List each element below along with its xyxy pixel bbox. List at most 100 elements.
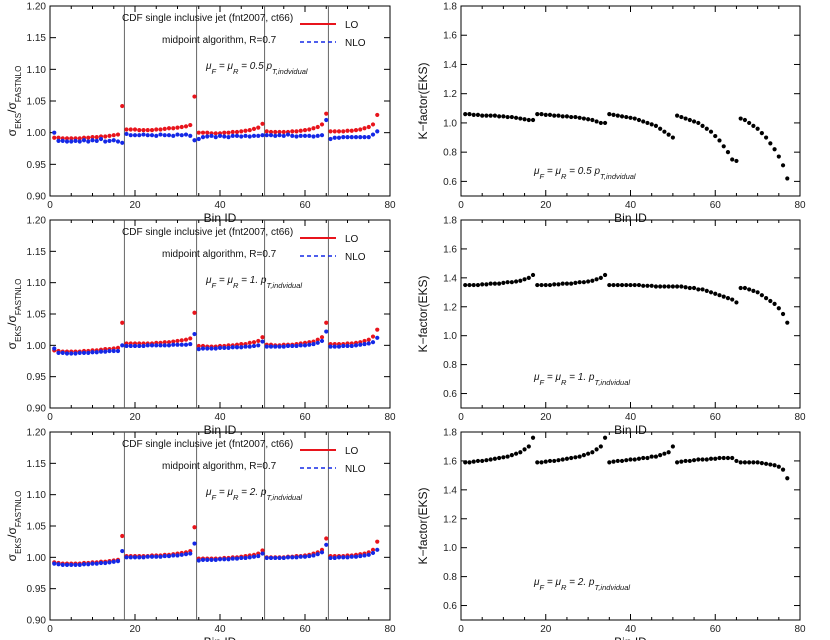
lo-point — [56, 135, 61, 140]
y-tick-label: 1.2 — [443, 89, 457, 100]
kfactor-point — [480, 113, 485, 118]
nlo-point — [345, 135, 350, 140]
x-tick-label: 80 — [384, 624, 396, 635]
nlo-point — [268, 555, 274, 561]
kfactor-point — [463, 112, 468, 117]
nlo-point — [64, 139, 70, 144]
nlo-point — [285, 132, 291, 137]
kfactor-point — [564, 114, 570, 119]
subscript: R — [233, 281, 239, 290]
nlo-point — [162, 343, 167, 348]
lo-point — [162, 126, 167, 131]
kfactor-point — [772, 301, 777, 306]
x-tick-label: 40 — [625, 200, 637, 211]
legend-nlo-label: NLO — [345, 464, 366, 475]
kfactor-point — [535, 460, 540, 465]
nlo-point — [239, 134, 244, 139]
nlo-point — [213, 346, 218, 351]
scale-label: μF = μR = 2. pT,indvidual — [533, 577, 630, 592]
nlo-point — [251, 554, 257, 559]
lo-point — [370, 547, 376, 552]
label-part: μ — [533, 577, 540, 588]
subscript: R — [233, 493, 239, 502]
nlo-point — [154, 133, 159, 138]
kfactor-point — [632, 457, 637, 462]
kfactor-point — [700, 457, 705, 462]
x-tick-label: 40 — [625, 624, 637, 635]
label-part: /σ — [5, 527, 19, 538]
y-tick-label: 1.00 — [27, 341, 47, 352]
kfactor-point — [662, 129, 667, 134]
kfactor-point — [492, 113, 497, 118]
kfactor-point — [513, 451, 519, 456]
nlo-point — [222, 557, 227, 562]
nlo-point — [192, 331, 197, 337]
nlo-point — [192, 541, 197, 546]
kfactor-point — [670, 284, 675, 289]
legend-lo-label: LO — [345, 234, 359, 245]
kfactor-point — [518, 278, 523, 283]
nlo-point — [171, 553, 176, 558]
lo-point — [179, 124, 184, 130]
x-axis-label: Bin ID — [614, 211, 647, 225]
nlo-point — [256, 133, 261, 138]
nlo-point — [251, 133, 257, 138]
kfactor-point — [598, 120, 603, 126]
lo-point — [336, 129, 342, 134]
kfactor-point — [683, 285, 688, 290]
nlo-point — [264, 555, 269, 561]
nlo-point — [183, 342, 189, 347]
kfactor-point — [683, 458, 688, 464]
kfactor-point — [683, 116, 688, 121]
nlo-point — [345, 343, 350, 349]
x-tick-label: 60 — [299, 624, 311, 635]
kfactor-point — [530, 272, 536, 278]
subscript: F — [211, 281, 216, 290]
kfactor-point — [484, 282, 489, 287]
kfactor-point — [619, 458, 625, 464]
kfactor-point — [628, 457, 633, 462]
nlo-point — [239, 555, 244, 561]
kfactor-point — [776, 464, 781, 469]
nlo-point — [179, 133, 184, 138]
x-tick-label: 0 — [47, 200, 53, 211]
kfactor-point — [467, 460, 472, 465]
nlo-point — [243, 133, 248, 138]
kfactor-point — [484, 458, 489, 463]
nlo-point — [260, 551, 265, 556]
kfactor-point — [539, 112, 544, 117]
nlo-point — [77, 562, 82, 567]
lo-point — [366, 337, 371, 342]
kfactor-point — [721, 294, 726, 299]
lo-point — [183, 337, 189, 342]
nlo-point — [60, 138, 65, 143]
nlo-point — [179, 552, 184, 557]
nlo-point — [222, 345, 227, 350]
nlo-point — [188, 551, 193, 556]
lo-point — [345, 128, 350, 133]
subscript: F — [211, 67, 216, 76]
nlo-point — [213, 135, 218, 140]
nlo-point — [56, 350, 61, 355]
nlo-point — [247, 344, 252, 349]
x-tick-label: 60 — [710, 624, 722, 635]
kfactor-point — [569, 281, 574, 286]
nlo-point — [358, 553, 363, 559]
kfactor-point — [772, 463, 777, 468]
nlo-point — [281, 344, 286, 349]
kfactor-point — [535, 112, 540, 117]
x-tick-label: 60 — [710, 200, 722, 211]
x-tick-label: 60 — [710, 412, 722, 423]
kfactor-point — [747, 287, 752, 292]
nlo-point — [336, 135, 342, 140]
subscript: EKS — [14, 113, 23, 129]
nlo-point — [366, 341, 371, 346]
kfactor-point — [513, 115, 519, 120]
kfactor-point — [624, 114, 629, 120]
nlo-point — [94, 138, 99, 143]
nlo-point — [107, 138, 112, 143]
nlo-point — [98, 349, 104, 354]
y-axis-label: σEKS/σFASTNLO — [5, 279, 23, 350]
label-part: /σ — [5, 315, 19, 326]
kfactor-point — [768, 462, 773, 467]
